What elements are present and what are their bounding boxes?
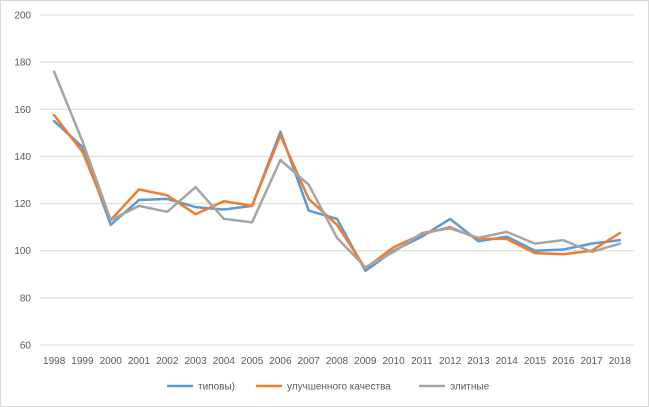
y-tick-label: 60 (20, 341, 32, 352)
y-tick-label: 80 (20, 293, 32, 304)
x-tick-label: 2006 (269, 356, 292, 367)
x-tick-label: 2005 (241, 356, 264, 367)
x-tick-label: 2013 (467, 356, 490, 367)
legend-label: элитные (450, 382, 490, 393)
x-axis-ticks: 1998 1999 2000 2001 2002 2003 2004 2005 2006 2007… (43, 356, 631, 367)
series-line-2 (52, 113, 622, 270)
legend-label: улучшенного качества (287, 382, 391, 393)
x-tick-label: 2016 (552, 356, 575, 367)
x-tick-label: 2010 (382, 356, 405, 367)
series-lines (52, 70, 622, 273)
legend: типовы) улучшенного качества элитные (167, 382, 490, 393)
x-tick-label: 1999 (71, 356, 94, 367)
y-tick-label: 200 (14, 11, 31, 22)
x-tick-label: 2007 (298, 356, 321, 367)
y-tick-label: 100 (14, 246, 31, 257)
x-tick-label: 2012 (439, 356, 462, 367)
y-tick-label: 140 (14, 152, 31, 163)
x-tick-label: 2014 (496, 356, 519, 367)
x-tick-label: 2011 (411, 356, 433, 367)
legend-label: типовы) (198, 382, 235, 393)
y-tick-label: 180 (14, 58, 31, 69)
x-tick-label: 1998 (43, 356, 66, 367)
series-line-3 (52, 70, 622, 269)
series-line-1 (52, 119, 622, 273)
x-tick-label: 2018 (609, 356, 632, 367)
grid-lines (40, 14, 634, 346)
x-tick-label: 2015 (524, 356, 547, 367)
x-tick-label: 2003 (184, 356, 207, 367)
x-tick-label: 2008 (326, 356, 349, 367)
x-tick-label: 2000 (100, 356, 123, 367)
y-tick-label: 120 (14, 199, 31, 210)
y-axis-ticks: 60 80 100 120 140 160 180 200 (14, 11, 31, 352)
x-tick-label: 2002 (156, 356, 179, 367)
x-tick-label: 2001 (128, 356, 151, 367)
y-tick-label: 160 (14, 105, 31, 116)
x-tick-label: 2009 (354, 356, 377, 367)
x-tick-label: 2004 (213, 356, 236, 367)
x-tick-label: 2017 (580, 356, 603, 367)
